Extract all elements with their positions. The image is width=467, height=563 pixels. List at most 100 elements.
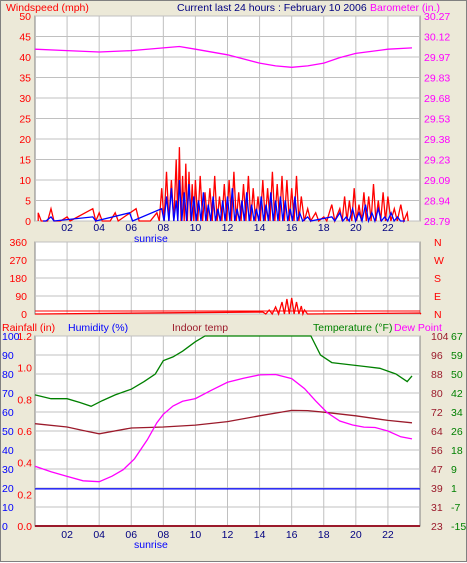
x-tick-label: 04 bbox=[93, 222, 105, 234]
windspeed-tick-label: 15 bbox=[19, 155, 31, 167]
x-tick-label: 06 bbox=[125, 529, 137, 541]
series-humidity bbox=[34, 335, 413, 408]
series-wind-gust bbox=[37, 147, 409, 224]
x-tick-label: 22 bbox=[382, 529, 394, 541]
temperature-tick-label: 67 bbox=[451, 331, 463, 343]
temperature-tick-label: 42 bbox=[451, 388, 463, 400]
x-tick-label: 12 bbox=[222, 222, 234, 234]
humidity-tick-label: 50 bbox=[2, 426, 14, 438]
x-tick-label: 10 bbox=[190, 222, 202, 234]
compass-tick-label: S bbox=[434, 273, 441, 285]
humidity-tick-label: 90 bbox=[2, 350, 14, 362]
x-tick-label: 02 bbox=[61, 529, 73, 541]
x-tick-label: 18 bbox=[318, 529, 330, 541]
temperature-axis-title: Temperature (°F) bbox=[313, 322, 392, 334]
temperature-tick-label: 9 bbox=[451, 464, 457, 476]
direction-tick-label: 0 bbox=[21, 309, 27, 321]
barometer-axis-title: Barometer (in.) bbox=[370, 2, 440, 14]
rainfall-tick-label: 1.0 bbox=[17, 363, 32, 375]
series-direction bbox=[35, 297, 422, 317]
rainfall-tick-label: 0.4 bbox=[17, 458, 32, 470]
rainfall-axis-title: Rainfall (in) bbox=[2, 322, 55, 334]
humidity-tick-label: 20 bbox=[2, 483, 14, 495]
barometer-tick-label: 29.53 bbox=[424, 114, 450, 126]
barometer-tick-label: 29.38 bbox=[424, 134, 450, 146]
humidity-tick-label: 10 bbox=[2, 502, 14, 514]
windspeed-tick-label: 5 bbox=[25, 196, 31, 208]
barometer-tick-label: 29.83 bbox=[424, 73, 450, 85]
windspeed-tick-label: 10 bbox=[19, 175, 31, 187]
temperature-tick-label: -15 bbox=[451, 521, 466, 533]
indoor-temp-tick-label: 72 bbox=[431, 407, 443, 419]
x-tick-label: 12 bbox=[222, 529, 234, 541]
indoor-temp-tick-label: 96 bbox=[431, 350, 443, 362]
x-tick-label: 22 bbox=[382, 222, 394, 234]
temperature-tick-label: 18 bbox=[451, 445, 463, 457]
x-tick-label: 16 bbox=[286, 222, 298, 234]
humidity-axis-title: Humidity (%) bbox=[68, 322, 128, 334]
windspeed-tick-label: 50 bbox=[19, 11, 31, 23]
barometer-tick-label: 29.97 bbox=[424, 52, 450, 64]
x-tick-label: 10 bbox=[190, 529, 202, 541]
windspeed-tick-label: 40 bbox=[19, 52, 31, 64]
humidity-tick-label: 30 bbox=[2, 464, 14, 476]
x-tick-label: 04 bbox=[93, 529, 105, 541]
compass-tick-label: N bbox=[434, 309, 442, 321]
indoor-temp-tick-label: 64 bbox=[431, 426, 443, 438]
rainfall-tick-label: 0.6 bbox=[17, 426, 32, 438]
windspeed-tick-label: 35 bbox=[19, 73, 31, 85]
direction-tick-label: 180 bbox=[9, 273, 27, 285]
indoor-temp-axis-title: Indoor temp bbox=[172, 322, 228, 334]
x-tick-label: 14 bbox=[254, 529, 266, 541]
barometer-tick-label: 29.09 bbox=[424, 175, 450, 187]
rainfall-tick-label: 0.8 bbox=[17, 394, 32, 406]
windspeed-tick-label: 30 bbox=[19, 93, 31, 105]
chart-main-title: Current last 24 hours : February 10 2006 bbox=[177, 2, 367, 14]
windspeed-tick-label: 0 bbox=[25, 216, 31, 228]
barometer-tick-label: 28.79 bbox=[424, 216, 450, 228]
indoor-temp-tick-label: 80 bbox=[431, 388, 443, 400]
rainfall-tick-label: 1.2 bbox=[17, 331, 32, 343]
indoor-temp-tick-label: 23 bbox=[431, 521, 443, 533]
humidity-tick-label: 40 bbox=[2, 445, 14, 457]
x-tick-label: 02 bbox=[61, 222, 73, 234]
x-tick-label: 16 bbox=[286, 529, 298, 541]
humidity-tick-label: 70 bbox=[2, 388, 14, 400]
windspeed-tick-label: 20 bbox=[19, 134, 31, 146]
direction-tick-label: 90 bbox=[15, 291, 27, 303]
series-indoor-temp bbox=[34, 409, 413, 435]
humidity-tick-label: 60 bbox=[2, 407, 14, 419]
x-tick-label: 08 bbox=[157, 529, 169, 541]
barometer-tick-label: 30.12 bbox=[424, 32, 450, 44]
compass-tick-label: W bbox=[434, 255, 444, 267]
indoor-temp-tick-label: 47 bbox=[431, 464, 443, 476]
rainfall-tick-label: 0.0 bbox=[17, 521, 32, 533]
series-temperature bbox=[34, 373, 413, 483]
barometer-tick-label: 29.23 bbox=[424, 155, 450, 167]
direction-tick-label: 360 bbox=[9, 237, 27, 249]
x-tick-label: 06 bbox=[125, 222, 137, 234]
temperature-tick-label: 34 bbox=[451, 407, 463, 419]
indoor-temp-tick-label: 31 bbox=[431, 502, 443, 514]
compass-tick-label: E bbox=[434, 291, 441, 303]
series-wind-speed bbox=[43, 179, 405, 224]
sunrise-label-top: sunrise bbox=[134, 233, 168, 245]
indoor-temp-tick-label: 104 bbox=[431, 331, 449, 343]
x-tick-label: 20 bbox=[350, 222, 362, 234]
windspeed-tick-label: 45 bbox=[19, 32, 31, 44]
windspeed-axis-title: Windspeed (mph) bbox=[6, 2, 89, 14]
x-tick-label: 14 bbox=[254, 222, 266, 234]
series-barometer bbox=[34, 45, 413, 68]
temperature-tick-label: 50 bbox=[451, 369, 463, 381]
barometer-tick-label: 28.94 bbox=[424, 196, 450, 208]
x-tick-label: 18 bbox=[318, 222, 330, 234]
barometer-tick-label: 30.27 bbox=[424, 11, 450, 23]
temperature-tick-label: 59 bbox=[451, 350, 463, 362]
indoor-temp-tick-label: 56 bbox=[431, 445, 443, 457]
windspeed-tick-label: 25 bbox=[19, 114, 31, 126]
compass-tick-label: N bbox=[434, 237, 442, 249]
humidity-tick-label: 80 bbox=[2, 369, 14, 381]
humidity-tick-label: 0 bbox=[2, 521, 8, 533]
sunrise-label-bottom: sunrise bbox=[134, 539, 168, 551]
